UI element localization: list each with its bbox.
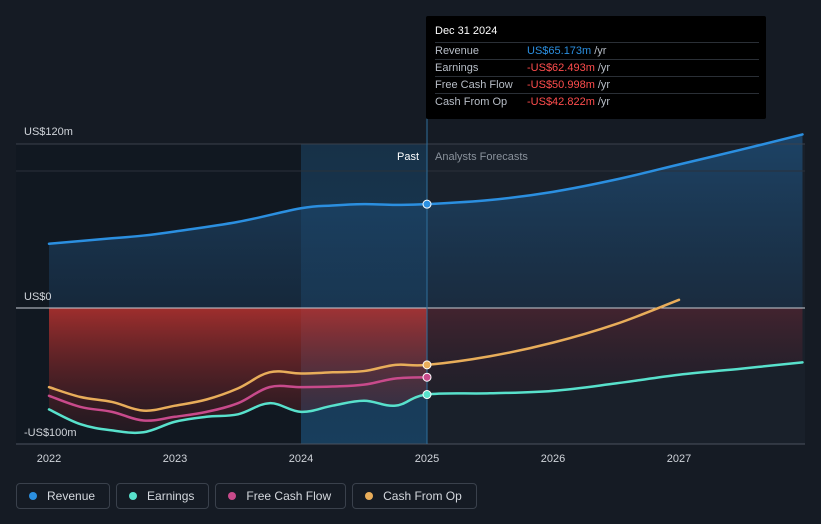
revenue-area bbox=[49, 134, 803, 308]
tooltip-value: -US$42.822m/yr bbox=[527, 96, 611, 108]
legend-label: Earnings bbox=[147, 489, 195, 503]
earnings-line bbox=[47, 361, 804, 435]
revenue-highlight-point bbox=[422, 199, 432, 209]
legend-item-earnings[interactable]: Earnings bbox=[116, 483, 210, 509]
x-tick-label: 2023 bbox=[163, 453, 187, 465]
region-forecast-label: Analysts Forecasts bbox=[435, 151, 528, 163]
legend: Revenue Earnings Free Cash Flow Cash Fro… bbox=[16, 483, 477, 511]
tooltip-label: Free Cash Flow bbox=[435, 79, 513, 91]
region-past-label: Past bbox=[397, 151, 419, 163]
earnings-highlight-point bbox=[422, 390, 432, 400]
legend-item-revenue[interactable]: Revenue bbox=[16, 483, 111, 509]
tooltip-label: Revenue bbox=[435, 45, 480, 57]
legend-item-free-cash-flow[interactable]: Free Cash Flow bbox=[215, 483, 347, 509]
legend-label: Cash From Op bbox=[383, 489, 462, 503]
legend-dot-icon bbox=[29, 492, 37, 500]
tooltip: Dec 31 2024 Revenue US$65.173m/yr Earnin… bbox=[426, 16, 766, 119]
chart: US$120m US$0 -US$100m Past Analysts Fore… bbox=[16, 118, 805, 465]
fcf-highlight-point bbox=[422, 372, 432, 382]
legend-label: Free Cash Flow bbox=[246, 489, 332, 503]
revenue-line bbox=[47, 133, 804, 246]
tooltip-row-revenue: Revenue US$65.173m/yr bbox=[435, 42, 759, 60]
cfo-line bbox=[47, 298, 681, 412]
tooltip-value: -US$62.493m/yr bbox=[527, 62, 611, 74]
x-tick-label: 2024 bbox=[289, 453, 313, 465]
y-label-bottom: -US$100m bbox=[24, 427, 77, 439]
legend-dot-icon bbox=[228, 492, 237, 500]
legend-dot-icon bbox=[129, 492, 138, 500]
fcf-line bbox=[47, 375, 429, 422]
x-tick-label: 2026 bbox=[541, 453, 565, 465]
x-tick-label: 2027 bbox=[667, 453, 691, 465]
negative-area-forecast bbox=[427, 308, 803, 395]
tooltip-date: Dec 31 2024 bbox=[435, 25, 498, 37]
y-label-top: US$120m bbox=[24, 126, 73, 138]
tooltip-row-fcf: Free Cash Flow -US$50.998m/yr bbox=[435, 76, 759, 94]
tooltip-label: Cash From Op bbox=[435, 96, 508, 108]
cfo-highlight-point bbox=[422, 360, 432, 370]
negative-area-past bbox=[49, 308, 427, 433]
tooltip-row-earnings: Earnings -US$62.493m/yr bbox=[435, 59, 759, 77]
tooltip-label: Earnings bbox=[435, 62, 479, 74]
legend-item-cash-from-op[interactable]: Cash From Op bbox=[352, 483, 477, 509]
tooltip-value: US$65.173m/yr bbox=[527, 45, 607, 57]
legend-label: Revenue bbox=[47, 489, 96, 503]
y-label-zero: US$0 bbox=[24, 291, 52, 303]
tooltip-value: -US$50.998m/yr bbox=[527, 79, 611, 91]
legend-dot-icon bbox=[365, 492, 374, 500]
tooltip-row-cfo: Cash From Op -US$42.822m/yr bbox=[435, 93, 759, 111]
x-tick-label: 2025 bbox=[415, 453, 439, 465]
x-tick-label: 2022 bbox=[37, 453, 61, 465]
